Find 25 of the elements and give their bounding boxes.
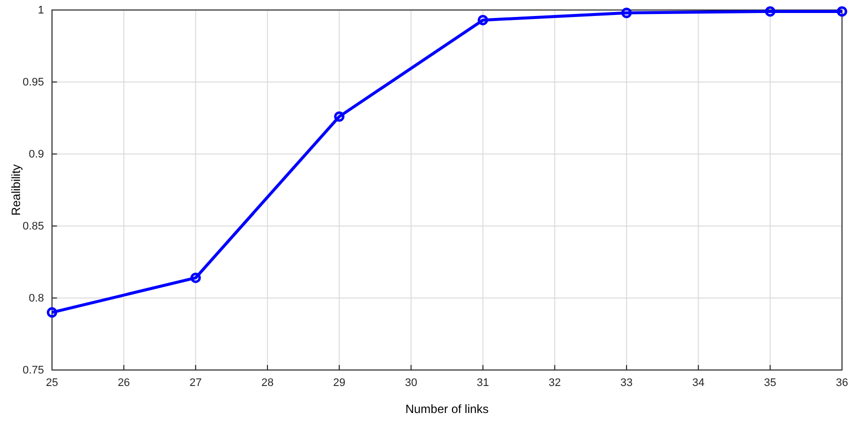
x-tick-label: 36	[836, 376, 848, 389]
x-tick-label: 34	[692, 376, 704, 389]
x-tick-label: 32	[548, 376, 561, 389]
y-tick-label: 0.75	[22, 364, 44, 377]
x-tick-label: 25	[46, 376, 58, 389]
point	[478, 14, 488, 26]
x-tick-label: 26	[118, 376, 130, 389]
x-tick-label: 33	[620, 376, 633, 389]
point	[621, 8, 632, 18]
x-tick-label: 31	[476, 376, 490, 389]
point	[190, 272, 201, 284]
y-tick-label: 1	[38, 4, 44, 17]
y-tick-label: 0.85	[22, 220, 44, 233]
x-axis-title: Number of links	[405, 402, 489, 416]
y-tick-label: 0.9	[28, 148, 44, 161]
x-tick-label: 30	[404, 376, 418, 389]
y-tick-label: 0.95	[22, 76, 44, 89]
y-tick-label: 0.8	[28, 292, 44, 305]
y-axis-title: Realibility	[9, 164, 23, 216]
point	[334, 111, 345, 122]
x-tick-label: 27	[190, 376, 202, 389]
x-tick-label: 28	[261, 376, 274, 389]
point	[764, 6, 776, 17]
x-tick-label: 29	[333, 376, 346, 389]
x-tick-label: 35	[764, 376, 776, 389]
